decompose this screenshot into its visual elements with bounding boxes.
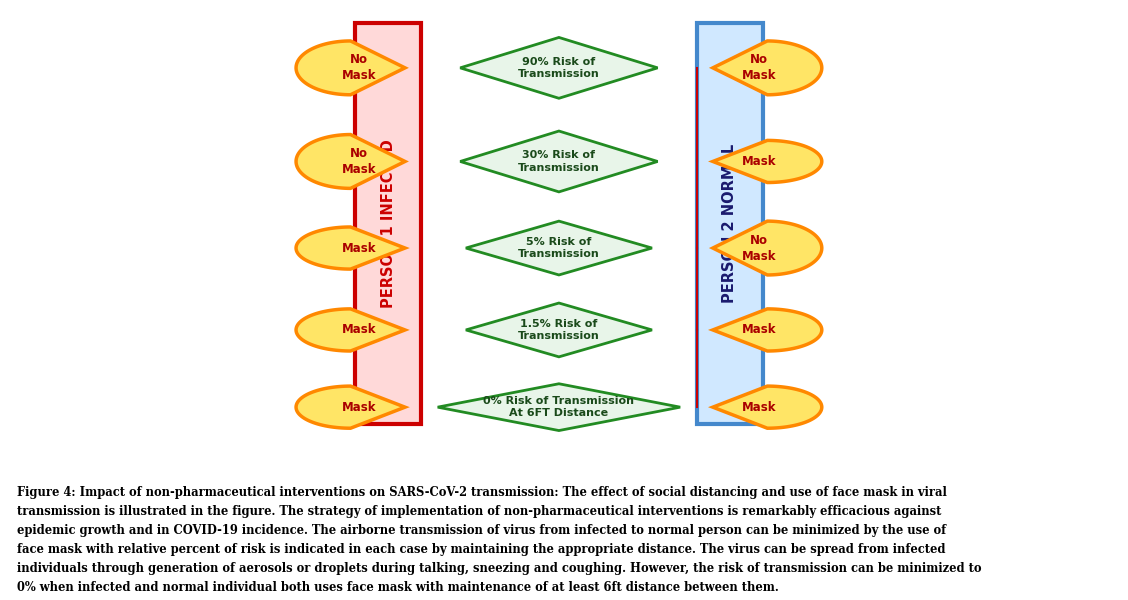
Polygon shape [460,131,658,192]
Text: 30% Risk of
Transmission: 30% Risk of Transmission [518,150,600,173]
Polygon shape [296,41,405,95]
Text: 0% Risk of Transmission
At 6FT Distance: 0% Risk of Transmission At 6FT Distance [484,396,634,418]
Polygon shape [713,386,822,428]
Text: Mask: Mask [342,242,376,254]
Text: 1.5% Risk of
Transmission: 1.5% Risk of Transmission [518,319,600,341]
Polygon shape [438,384,680,431]
Polygon shape [713,221,822,275]
Polygon shape [296,227,405,269]
Text: PERSON 1 INFECTED: PERSON 1 INFECTED [380,139,396,308]
Text: Mask: Mask [342,401,376,413]
Polygon shape [466,303,652,357]
Polygon shape [713,140,822,182]
Text: Mask: Mask [742,401,776,413]
Text: Mask: Mask [742,155,776,168]
Polygon shape [713,41,822,95]
Polygon shape [466,221,652,275]
Text: PERSON 2 NORMAL: PERSON 2 NORMAL [722,144,738,303]
FancyBboxPatch shape [355,23,421,424]
FancyBboxPatch shape [697,23,763,424]
Text: Mask: Mask [742,323,776,337]
Polygon shape [460,37,658,98]
Text: No
Mask: No Mask [342,53,376,82]
Text: No
Mask: No Mask [342,147,376,176]
Text: Figure 4: Impact of non-pharmaceutical interventions on SARS-CoV-2 transmission:: Figure 4: Impact of non-pharmaceutical i… [17,486,981,594]
Polygon shape [713,309,822,351]
Text: 5% Risk of
Transmission: 5% Risk of Transmission [518,237,600,259]
Polygon shape [296,386,405,428]
Text: No
Mask: No Mask [742,53,776,82]
Polygon shape [296,309,405,351]
Text: No
Mask: No Mask [742,233,776,263]
Polygon shape [296,134,405,188]
Text: 90% Risk of
Transmission: 90% Risk of Transmission [518,56,600,79]
Text: Mask: Mask [342,323,376,337]
